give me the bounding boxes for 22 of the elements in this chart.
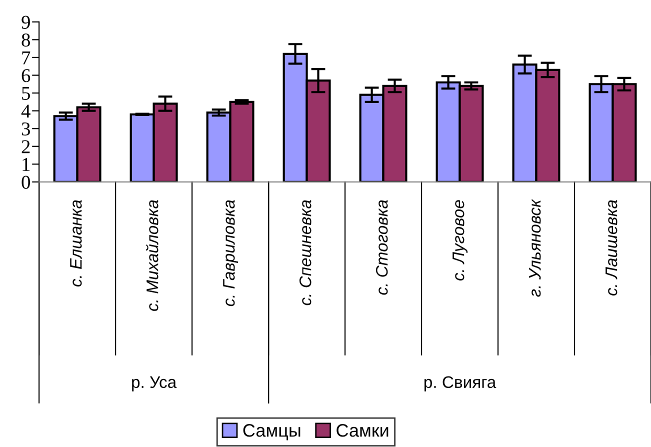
x-tick-label: с. Спешневка <box>299 200 312 306</box>
y-tick-label: 5 <box>22 87 30 100</box>
y-tick-label: 8 <box>22 34 30 47</box>
x-tick-label: с. Гавриловка <box>223 200 238 306</box>
y-tick-label: 0 <box>22 176 30 189</box>
y-tick-label: 9 <box>22 16 30 29</box>
y-tick-label: 2 <box>22 140 30 154</box>
x-tick-label: с. Стоговка <box>376 200 388 295</box>
text: р. Уса <box>132 376 177 392</box>
x-tick-label: с. Луговое <box>452 200 468 281</box>
y-tick-label: 3 <box>22 122 30 136</box>
x-tick-label: с. Елшанка <box>70 200 82 287</box>
x-tick-label: с. Лаишевка <box>606 200 618 296</box>
y-tick-label: 6 <box>22 69 30 82</box>
y-tick-label: 7 <box>22 51 30 64</box>
y-tick-label: 4 <box>21 104 30 118</box>
y-tick-label: 1 <box>22 158 30 171</box>
x-tick-label: с. Михайловка <box>146 200 158 311</box>
x-tick-label: г. Ульяновск <box>529 198 541 297</box>
legend-label: Самцы <box>243 424 300 440</box>
legend-label: Самки <box>336 424 388 437</box>
text: р. Свияга <box>424 376 496 392</box>
